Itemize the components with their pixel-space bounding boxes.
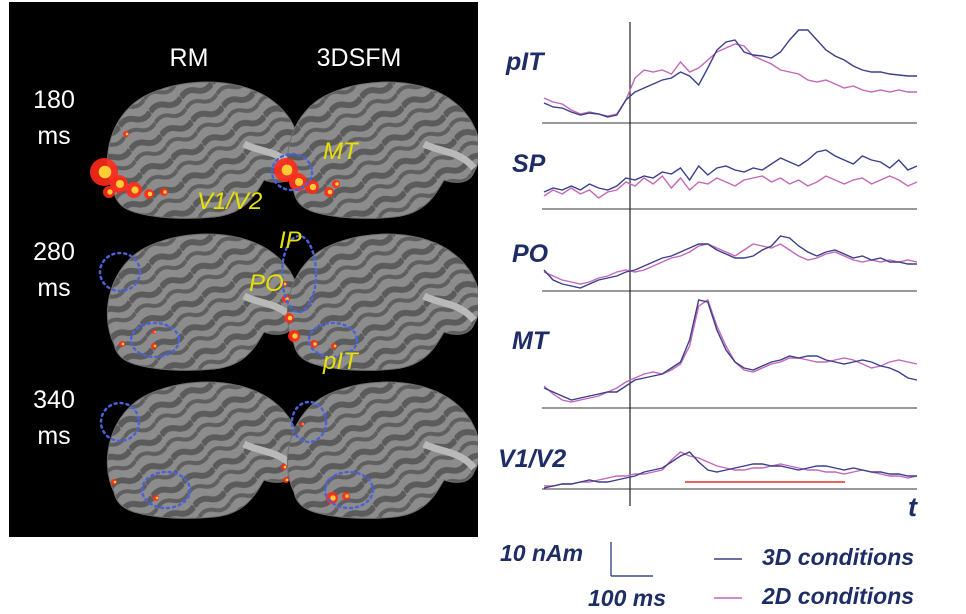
brain-r2-c1: [287, 381, 478, 519]
trace-2d-1: [543, 174, 918, 199]
activation-core: [330, 495, 336, 501]
activation-core: [154, 331, 156, 333]
sylvian-fissure: [422, 140, 477, 171]
panel-label-mt: MT: [512, 327, 549, 355]
roi-circle: [307, 321, 359, 359]
roi-circle: [98, 251, 142, 293]
brain-activation-panel: RM 3DSFM 180 ms 280 ms 340 ms MT V1/V2 I…: [9, 2, 478, 537]
activation-core: [294, 177, 304, 187]
trace-3d-3: [543, 299, 918, 401]
trace-2d-0: [543, 43, 917, 117]
activation-core: [313, 342, 317, 346]
brain-r0-c1: [287, 81, 478, 219]
brain-r1-c1: [287, 233, 478, 371]
activation-core: [98, 165, 112, 179]
activation-core: [131, 186, 139, 194]
brain-surface: [287, 233, 478, 371]
activation-core: [283, 282, 287, 286]
sylvian-fissure: [422, 440, 477, 471]
activation-spot: [300, 422, 304, 426]
trace-3d-1: [543, 149, 918, 193]
activation-core: [292, 333, 298, 339]
activation-core: [147, 191, 153, 197]
roi-circle: [290, 400, 328, 444]
brain-r2-c0: [107, 381, 301, 519]
brain-surface: [287, 381, 478, 519]
trace-3d-4: [543, 451, 917, 489]
roi-label-ip: IP: [279, 227, 302, 254]
activation-core: [302, 423, 304, 425]
trace-plots: [542, 22, 918, 599]
column-label-3dsfm: 3DSFM: [316, 44, 402, 72]
activation-core: [155, 496, 159, 500]
roi-circle: [140, 470, 192, 510]
activation-core: [345, 494, 349, 498]
trace-3d-0: [543, 29, 917, 118]
roi-circle: [270, 152, 314, 192]
panel-label-v1v2: V1/V2: [498, 445, 567, 473]
activation-core: [163, 190, 167, 194]
time-axis-label: t: [908, 492, 917, 522]
time-label-280: 280 ms: [33, 238, 75, 302]
activation-core: [125, 132, 129, 136]
legend-label-3d: 3D conditions: [762, 544, 915, 570]
activation-core: [115, 179, 125, 189]
trace-2d-3: [543, 298, 918, 403]
roi-circle: [280, 234, 318, 314]
activation-core: [121, 342, 125, 346]
sylvian-fissure: [422, 292, 477, 323]
trace-2d-2: [543, 243, 918, 285]
time-label-340: 340 ms: [33, 386, 75, 450]
roi-label-mt: MT: [323, 138, 358, 165]
activation-core: [153, 344, 157, 348]
activation-core: [333, 344, 337, 348]
roi-label-pit: pIT: [323, 348, 358, 375]
scalebar-time-label: 100 ms: [588, 585, 667, 611]
activation-core: [281, 164, 293, 176]
roi-label-po: PO: [249, 270, 284, 297]
activation-core: [335, 182, 339, 186]
trace-3d-2: [543, 235, 917, 289]
activation-core: [285, 478, 289, 482]
activation-core: [283, 465, 287, 469]
column-label-rm: RM: [169, 44, 209, 72]
roi-circle: [129, 321, 181, 359]
panel-label-po: PO: [512, 240, 549, 268]
brain-maps: [90, 81, 478, 519]
legend-label-2d: 2D conditions: [762, 583, 915, 609]
activation-core: [309, 183, 317, 191]
roi-label-v1v2: V1/V2: [197, 188, 263, 215]
activation-spot: [152, 330, 156, 334]
activation-core: [327, 189, 333, 195]
activation-core: [107, 189, 113, 195]
panel-label-pit: pIT: [506, 48, 544, 76]
trace-panel: pIT SP PO MT V1/V2 t 10 nAm 100 ms 3D co…: [480, 0, 966, 614]
activation-core: [113, 480, 117, 484]
scalebar-amplitude-label: 10 nAm: [500, 540, 584, 566]
roi-circle: [323, 470, 375, 510]
activation-core: [287, 315, 293, 321]
brain-r1-c0: [107, 233, 301, 371]
panel-label-sp: SP: [512, 150, 546, 178]
time-label-180: 180 ms: [33, 86, 75, 150]
roi-circle: [99, 401, 141, 443]
